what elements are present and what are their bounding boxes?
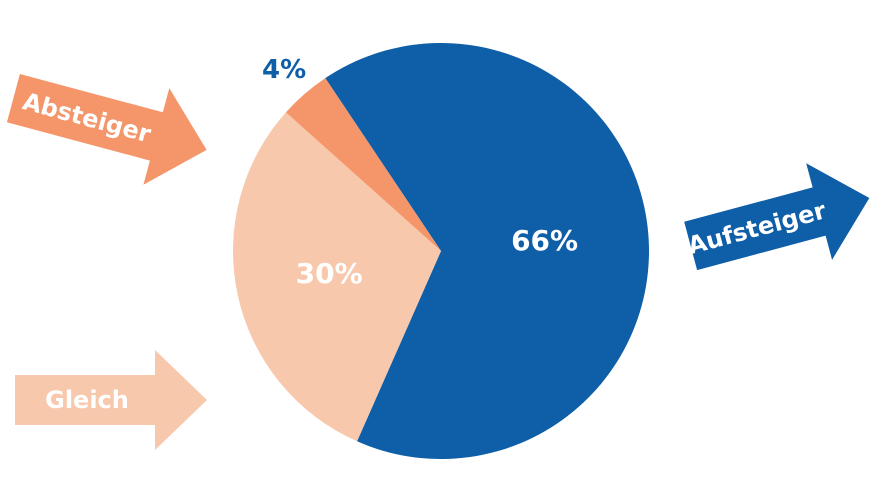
data-label: 4%	[262, 55, 306, 85]
legend-arrow: Aufsteiger	[684, 163, 870, 271]
legend-arrow: Gleich	[15, 350, 207, 450]
pie-slice	[285, 78, 441, 251]
data-label: 66%	[511, 224, 578, 257]
legend-label: Gleich	[45, 386, 129, 414]
pie-slice	[233, 112, 441, 442]
pie-slice	[325, 42, 649, 459]
arrow-shape	[6, 73, 207, 185]
legend-arrow: Absteiger	[6, 73, 207, 185]
data-label: 30%	[296, 257, 363, 290]
arrow-shape	[684, 163, 870, 271]
arrow-shape	[15, 350, 207, 450]
